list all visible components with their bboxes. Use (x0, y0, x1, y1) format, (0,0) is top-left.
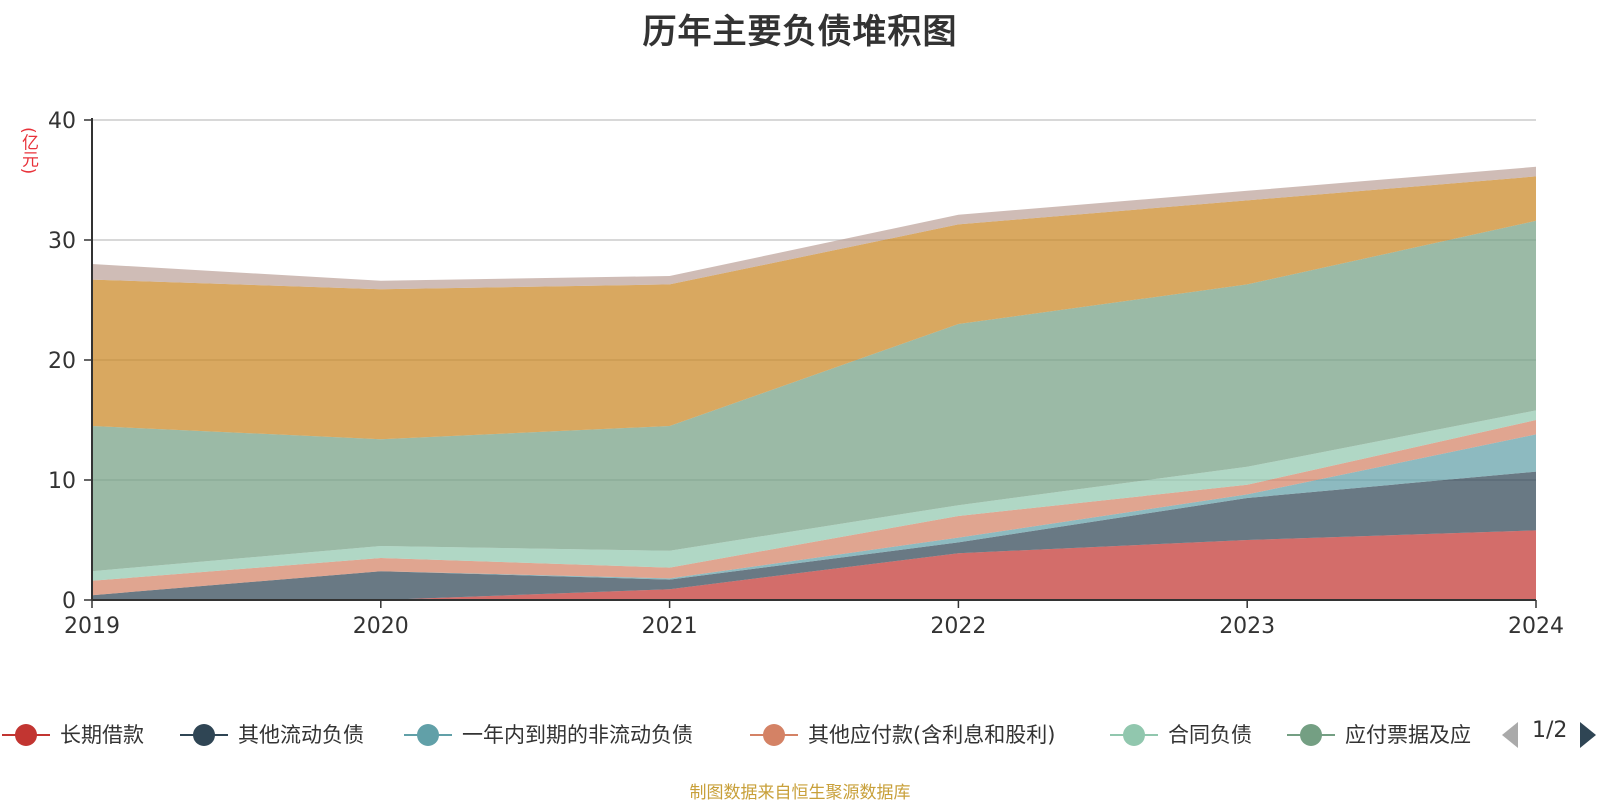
legend-label: 其他流动负债 (238, 723, 364, 747)
x-tick-label: 2024 (1508, 614, 1564, 639)
x-tick-label: 2019 (64, 614, 120, 639)
x-tick-label: 2020 (353, 614, 409, 639)
x-tick-label: 2022 (930, 614, 986, 639)
legend-label: 一年内到期的非流动负债 (462, 723, 693, 747)
y-tick-label: 20 (48, 349, 76, 374)
area-series-4 (92, 410, 1536, 581)
x-tick-label: 2021 (642, 614, 698, 639)
y-tick-label: 40 (48, 109, 76, 134)
legend-label: 长期借款 (60, 723, 144, 747)
legend-page-indicator: 1/2 (1532, 718, 1568, 743)
y-axis-unit-label: (亿元) (18, 127, 38, 175)
area-series-3 (92, 420, 1536, 596)
area-series-7 (92, 166, 1536, 290)
legend-circle-icon (180, 724, 228, 746)
legend-label: 应付票据及应 (1345, 723, 1471, 747)
legend-circle-icon (750, 724, 798, 746)
area-series-5 (92, 220, 1536, 572)
legend-pager: 1/2 (1500, 716, 1600, 756)
legend-label: 合同负债 (1168, 723, 1252, 747)
area-series-6 (92, 176, 1536, 440)
legend-circle-icon (404, 724, 452, 746)
legend-next-page-button[interactable] (1578, 720, 1598, 750)
source-note: 制图数据来自恒生聚源数据库 (689, 783, 911, 803)
triangle-right-icon (1580, 722, 1596, 748)
legend-circle-icon (2, 724, 50, 746)
legend: 长期借款 其他流动负债 一年内到期的非流动负债 其他应付款(含利息和股利) 合同负债 应付… (0, 714, 1490, 754)
legend-circle-icon (1110, 724, 1158, 746)
legend-prev-page-button[interactable] (1500, 720, 1520, 750)
x-tick-label: 2023 (1219, 614, 1275, 639)
chart-plot: 0 10 20 30 40 2019 2020 2021 2022 2023 2024 (48, 109, 1564, 639)
y-tick-label: 10 (48, 469, 76, 494)
triangle-left-icon (1502, 722, 1518, 748)
legend-circle-icon (1287, 724, 1335, 746)
chart-title: 历年主要负债堆积图 (642, 12, 958, 52)
y-tick-label: 30 (48, 229, 76, 254)
area-series-1 (92, 471, 1536, 600)
area-series-0 (92, 530, 1536, 600)
legend-label: 其他应付款(含利息和股利) (808, 723, 1056, 747)
y-tick-label: 0 (62, 589, 76, 614)
